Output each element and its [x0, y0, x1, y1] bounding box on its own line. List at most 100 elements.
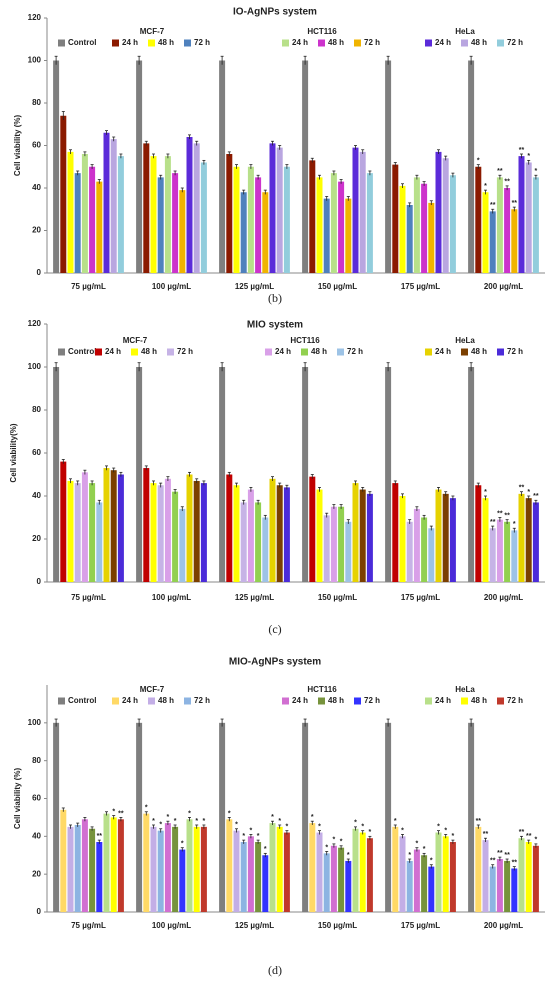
bar [81, 154, 88, 273]
panel-label: (d) [268, 963, 282, 977]
bar [193, 826, 200, 912]
bar [392, 164, 399, 273]
significance-label: * [484, 183, 487, 190]
y-tick-label: 100 [28, 718, 42, 727]
legend-swatch [282, 697, 289, 705]
legend-swatch [112, 697, 119, 705]
legend-label: 48 h [158, 696, 174, 705]
significance-label: ** [490, 519, 496, 526]
bar [449, 842, 456, 912]
legend-group-label: HeLa [455, 336, 475, 345]
x-tick-label: 125 µg/mL [235, 593, 274, 602]
bar [399, 836, 406, 912]
bar [96, 842, 103, 912]
bar [67, 151, 74, 273]
significance-label: ** [519, 829, 525, 836]
x-tick-label: 200 µg/mL [484, 593, 523, 602]
bar [150, 483, 157, 582]
significance-label: * [264, 846, 267, 853]
bar [302, 367, 309, 582]
bar [96, 502, 103, 582]
significance-label: * [188, 810, 191, 817]
bar [504, 188, 511, 273]
bar [345, 860, 352, 912]
legend-label: 72 h [364, 38, 380, 47]
legend-swatch [112, 39, 119, 47]
bar [525, 162, 532, 273]
bar [74, 824, 81, 912]
significance-label: * [394, 818, 397, 825]
bar [532, 177, 539, 273]
bar [532, 845, 539, 912]
bar [316, 177, 323, 273]
significance-label: * [159, 822, 162, 829]
legend-group-label: MCF-7 [140, 685, 165, 694]
significance-label: * [477, 157, 480, 164]
significance-label: * [416, 841, 419, 848]
x-tick-label: 150 µg/mL [318, 921, 357, 930]
significance-label: * [195, 818, 198, 825]
bar [136, 367, 143, 582]
bar [399, 185, 406, 273]
bar [496, 177, 503, 273]
significance-label: * [408, 852, 411, 859]
bar [74, 483, 81, 582]
bar [247, 836, 254, 912]
bar [269, 823, 276, 912]
bar [276, 147, 283, 273]
y-tick-label: 80 [32, 756, 41, 765]
legend-label: 48 h [328, 38, 344, 47]
legend-label: 24 h [292, 696, 308, 705]
y-axis-title: Cell viability (%) [13, 114, 22, 176]
significance-label: * [452, 833, 455, 840]
legend-label: 24 h [105, 347, 121, 356]
bar [157, 177, 164, 273]
bar [255, 502, 262, 582]
significance-label: * [484, 489, 487, 496]
bar [385, 367, 392, 582]
bar [89, 828, 96, 912]
bar [117, 474, 124, 582]
bar [352, 483, 359, 582]
bar [136, 60, 143, 273]
bar [200, 826, 207, 912]
bar [366, 838, 373, 912]
bar [518, 156, 525, 273]
bar [345, 521, 352, 582]
bar [359, 489, 366, 582]
legend-label: Control [68, 696, 96, 705]
significance-label: ** [519, 147, 525, 154]
chart-title: MIO-AgNPs system [229, 657, 321, 668]
significance-label: * [203, 818, 206, 825]
bar [269, 143, 276, 273]
significance-label: * [401, 827, 404, 834]
chart-title: MIO system [247, 320, 303, 331]
legend-label: 24 h [122, 696, 138, 705]
bar [338, 506, 345, 582]
legend-group-label: HCT116 [290, 336, 320, 345]
significance-label: * [527, 489, 530, 496]
significance-label: ** [504, 852, 510, 859]
bar [316, 489, 323, 582]
legend-swatch [425, 39, 432, 47]
legend-group-label: MCF-7 [140, 27, 165, 36]
y-axis-title: Cell viability(%) [9, 423, 18, 482]
bar [428, 866, 435, 912]
legend-swatch [318, 39, 325, 47]
bar [518, 493, 525, 582]
legend-label: 72 h [507, 347, 523, 356]
significance-label: * [181, 841, 184, 848]
significance-label: ** [497, 510, 503, 517]
bar [226, 819, 233, 912]
legend-group-label: HCT116 [307, 27, 337, 36]
legend-swatch [354, 697, 361, 705]
legend-swatch [58, 697, 65, 705]
bar [482, 840, 489, 912]
bar [385, 60, 392, 273]
bar [53, 367, 60, 582]
y-tick-label: 20 [32, 534, 41, 543]
legend-swatch [148, 39, 155, 47]
legend-label: 24 h [275, 347, 291, 356]
y-axis-title: Cell viability (%) [13, 767, 22, 829]
